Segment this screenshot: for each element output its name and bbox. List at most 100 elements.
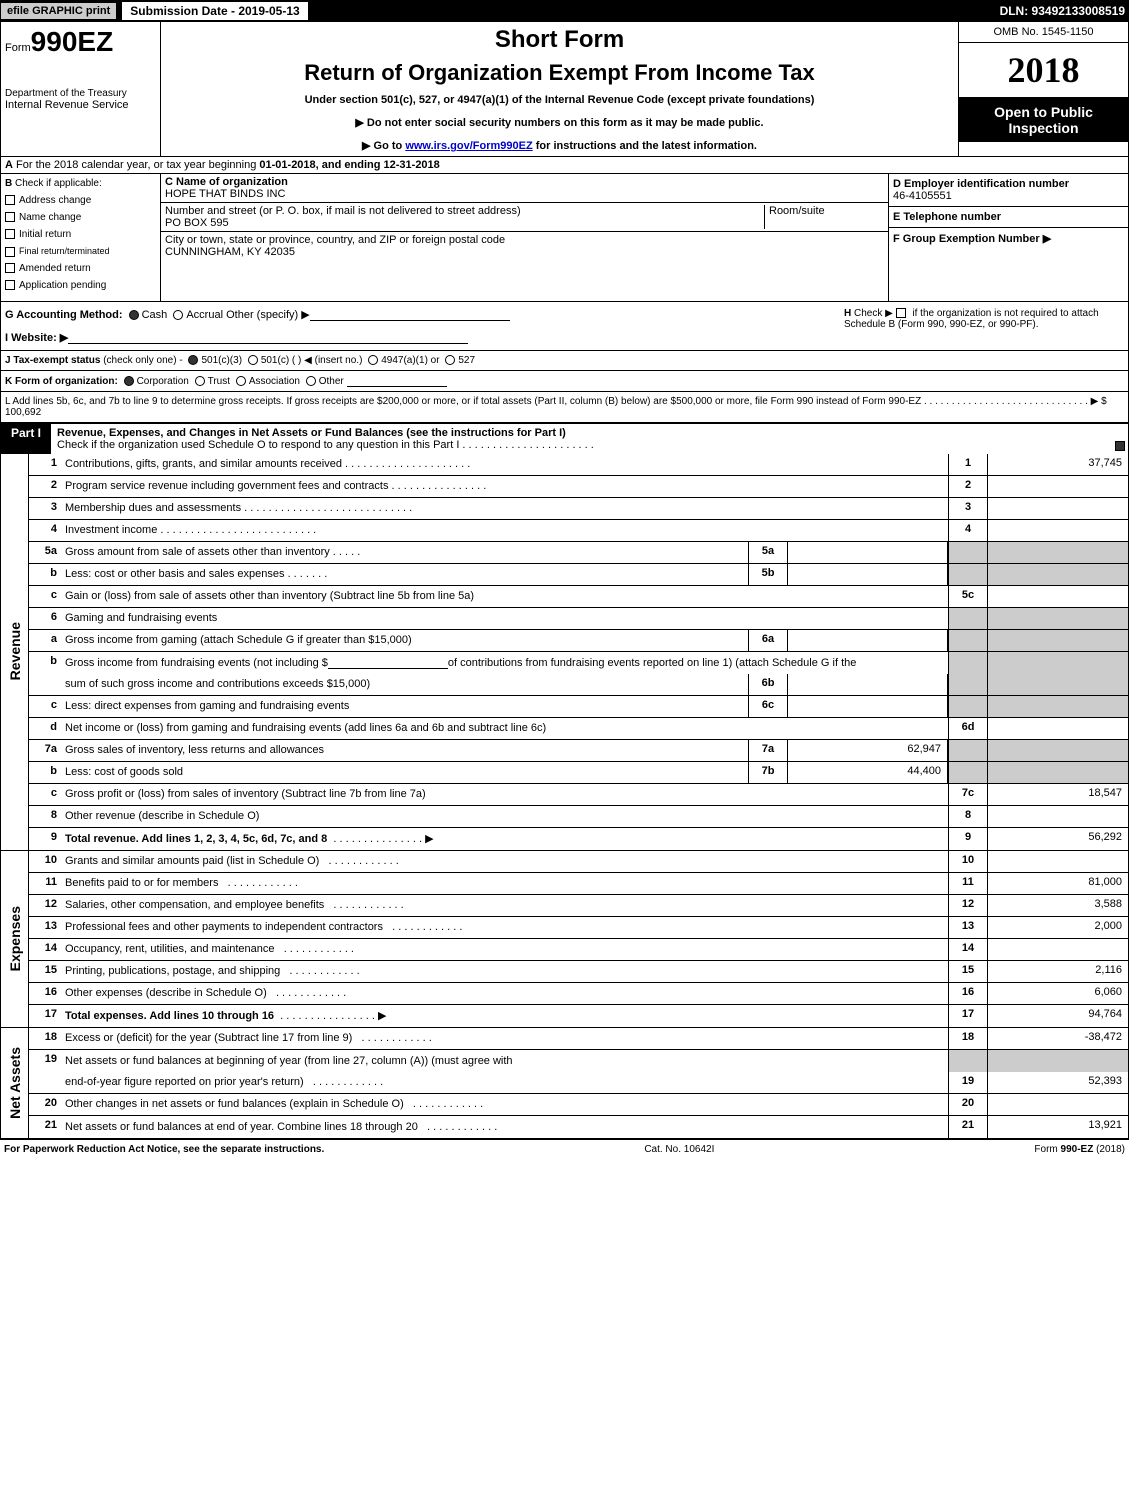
department-line1: Department of the Treasury xyxy=(5,88,156,99)
check-pending[interactable]: Application pending xyxy=(5,280,156,291)
row-a-prefix: For the 2018 calendar year, or tax year … xyxy=(16,159,259,171)
b-title: Check if applicable: xyxy=(15,178,102,189)
begin-date: 01-01-2018 xyxy=(259,159,315,171)
room-suite-label: Room/suite xyxy=(764,205,884,229)
revenue-table: Revenue 1 Contributions, gifts, grants, … xyxy=(0,454,1129,851)
h-checkbox[interactable] xyxy=(896,308,906,318)
line-7a: 7a Gross sales of inventory, less return… xyxy=(29,740,1128,762)
goto-prefix: ▶ Go to xyxy=(362,140,405,152)
line-2: 2 Program service revenue including gove… xyxy=(29,476,1128,498)
line-6c: c Less: direct expenses from gaming and … xyxy=(29,696,1128,718)
g-label: G Accounting Method: xyxy=(5,309,123,321)
j-opt2: 501(c) ( ) ◀ (insert no.) xyxy=(261,355,363,366)
irs-link[interactable]: www.irs.gov/Form990EZ xyxy=(405,140,532,152)
k-opt0: Corporation xyxy=(137,376,189,387)
org-name: HOPE THAT BINDS INC xyxy=(165,188,884,200)
short-form-title: Short Form xyxy=(165,26,954,54)
city-value: CUNNINGHAM, KY 42035 xyxy=(165,246,884,258)
return-title: Return of Organization Exempt From Incom… xyxy=(165,60,954,86)
check-final[interactable]: Final return/terminated xyxy=(5,246,156,257)
form-prefix: Form xyxy=(5,42,31,54)
radio-527[interactable] xyxy=(445,355,455,365)
under-section: Under section 501(c), 527, or 4947(a)(1)… xyxy=(165,94,954,106)
check-initial[interactable]: Initial return xyxy=(5,229,156,240)
efile-print-button[interactable]: efile GRAPHIC print xyxy=(0,2,117,20)
j-opt4: 527 xyxy=(458,355,475,366)
expenses-table: Expenses 10 Grants and similar amounts p… xyxy=(0,851,1129,1028)
footer: For Paperwork Reduction Act Notice, see … xyxy=(0,1139,1129,1159)
line-7b: b Less: cost of goods sold 7b 44,400 xyxy=(29,762,1128,784)
radio-corp[interactable] xyxy=(124,376,134,386)
row-a-mid: , and ending xyxy=(316,159,384,171)
end-date: 12-31-2018 xyxy=(384,159,440,171)
line-9: 9 Total revenue. Add lines 1, 2, 3, 4, 5… xyxy=(29,828,1128,850)
accrual-label: Accrual xyxy=(186,309,223,321)
line-13: 13 Professional fees and other payments … xyxy=(29,917,1128,939)
line-11: 11 Benefits paid to or for members . . .… xyxy=(29,873,1128,895)
c-name-label: C Name of organization xyxy=(165,176,884,188)
section-b: B Check if applicable: Address change Na… xyxy=(1,174,161,301)
line-6: 6 Gaming and fundraising events xyxy=(29,608,1128,630)
line-14: 14 Occupancy, rent, utilities, and maint… xyxy=(29,939,1128,961)
line-5b: b Less: cost or other basis and sales ex… xyxy=(29,564,1128,586)
ein-label: D Employer identification number xyxy=(893,178,1124,190)
radio-assoc[interactable] xyxy=(236,376,246,386)
line-7c: c Gross profit or (loss) from sales of i… xyxy=(29,784,1128,806)
phone-label: E Telephone number xyxy=(893,211,1124,223)
line-3: 3 Membership dues and assessments . . . … xyxy=(29,498,1128,520)
line-1: 1 Contributions, gifts, grants, and simi… xyxy=(29,454,1128,476)
section-d: D Employer identification number 46-4105… xyxy=(888,174,1128,301)
radio-501c[interactable] xyxy=(248,355,258,365)
tax-year: 2018 xyxy=(959,43,1128,98)
header-center: Short Form Return of Organization Exempt… xyxy=(161,22,958,156)
line-4: 4 Investment income . . . . . . . . . . … xyxy=(29,520,1128,542)
section-bc: B Check if applicable: Address change Na… xyxy=(0,174,1129,302)
part1-schedule-o-check[interactable] xyxy=(1115,441,1125,451)
part1-label: Part I xyxy=(1,423,51,454)
row-a-label: A xyxy=(5,159,13,171)
k-opt2: Association xyxy=(249,376,300,387)
h-text1: Check ▶ xyxy=(854,308,893,319)
i-label: I Website: ▶ xyxy=(5,332,68,344)
line-6a: a Gross income from gaming (attach Sched… xyxy=(29,630,1128,652)
footer-left: For Paperwork Reduction Act Notice, see … xyxy=(4,1144,324,1155)
l-text: L Add lines 5b, 6c, and 7b to line 9 to … xyxy=(5,396,1107,418)
part1-header-row: Part I Revenue, Expenses, and Changes in… xyxy=(0,423,1129,454)
open-public-2: Inspection xyxy=(965,120,1122,136)
k-opt1: Trust xyxy=(208,376,230,387)
c-street-label: Number and street (or P. O. box, if mail… xyxy=(165,205,764,217)
line-10: 10 Grants and similar amounts paid (list… xyxy=(29,851,1128,873)
check-address[interactable]: Address change xyxy=(5,195,156,206)
check-amended[interactable]: Amended return xyxy=(5,263,156,274)
open-public-1: Open to Public xyxy=(965,104,1122,120)
radio-4947[interactable] xyxy=(368,355,378,365)
ssn-warning: ▶ Do not enter social security numbers o… xyxy=(165,116,954,129)
netassets-vert-label: Net Assets xyxy=(1,1028,29,1138)
website-input[interactable] xyxy=(68,332,468,344)
header-right: OMB No. 1545-1150 2018 Open to Public In… xyxy=(958,22,1128,156)
radio-cash[interactable] xyxy=(129,310,139,320)
radio-other-org[interactable] xyxy=(306,376,316,386)
section-g: G Accounting Method: Cash Accrual Other … xyxy=(0,302,1129,351)
other-org-input[interactable] xyxy=(347,375,447,387)
netassets-table: Net Assets 18 Excess or (deficit) for th… xyxy=(0,1028,1129,1139)
open-public: Open to Public Inspection xyxy=(959,98,1128,142)
radio-501c3[interactable] xyxy=(188,355,198,365)
part1-subtitle: Check if the organization used Schedule … xyxy=(57,439,594,451)
part1-title: Revenue, Expenses, and Changes in Net As… xyxy=(57,427,566,439)
expenses-vert-label: Expenses xyxy=(1,851,29,1027)
radio-accrual[interactable] xyxy=(173,310,183,320)
fundraising-amount-input[interactable] xyxy=(328,657,448,669)
omb-number: OMB No. 1545-1150 xyxy=(959,22,1128,43)
line-12: 12 Salaries, other compensation, and emp… xyxy=(29,895,1128,917)
other-specify-input[interactable] xyxy=(310,309,510,321)
top-bar: efile GRAPHIC print Submission Date - 20… xyxy=(0,0,1129,22)
section-k: K Form of organization: Corporation Trus… xyxy=(0,371,1129,392)
radio-trust[interactable] xyxy=(195,376,205,386)
line-6b-2: sum of such gross income and contributio… xyxy=(29,674,1128,696)
line-19-1: 19 Net assets or fund balances at beginn… xyxy=(29,1050,1128,1072)
section-l: L Add lines 5b, 6c, and 7b to line 9 to … xyxy=(0,392,1129,423)
footer-right: Form 990-EZ (2018) xyxy=(1034,1144,1125,1155)
group-label: F Group Exemption Number ▶ xyxy=(893,232,1124,245)
check-name[interactable]: Name change xyxy=(5,212,156,223)
